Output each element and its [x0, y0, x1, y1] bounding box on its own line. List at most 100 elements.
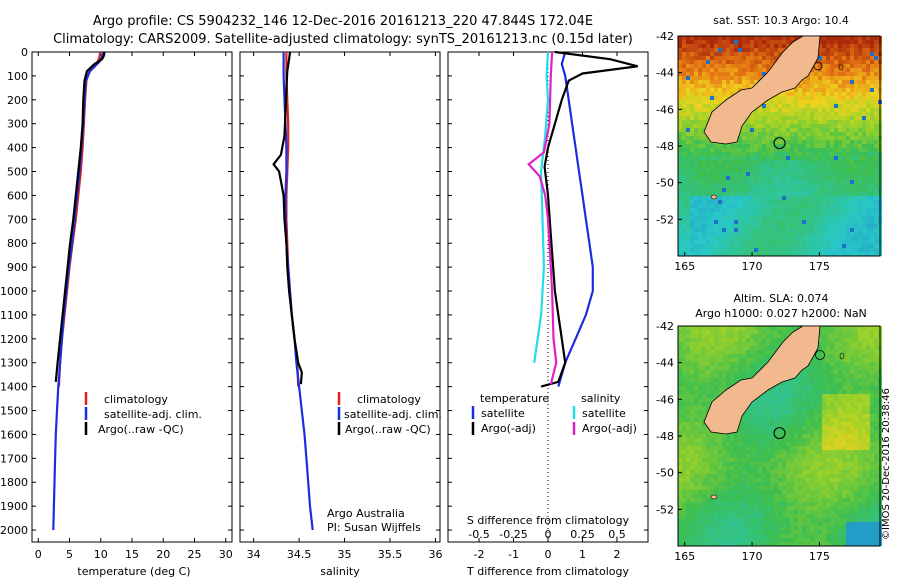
sla-cell	[866, 374, 870, 378]
sst-cell	[842, 196, 846, 200]
sst-cell	[782, 36, 786, 40]
sst-cell	[746, 164, 750, 168]
sla-cell	[778, 410, 782, 414]
sst-cell	[714, 188, 718, 192]
sst-cell	[774, 248, 778, 252]
sla-cell	[866, 370, 870, 374]
sla-cell	[726, 334, 730, 338]
sst-cell	[694, 108, 698, 112]
sst-cell	[870, 84, 874, 88]
sla-cell	[862, 350, 866, 354]
sst-cell	[818, 188, 822, 192]
sla-cell	[698, 394, 702, 398]
sst-cell	[834, 52, 838, 56]
sst-cell	[790, 168, 794, 172]
sla-cell	[750, 418, 754, 422]
sla-cell	[858, 398, 862, 402]
sst-cell	[830, 208, 834, 212]
sst-cell	[810, 88, 814, 92]
sst-cell	[854, 224, 858, 228]
sst-cell	[734, 168, 738, 172]
sst-cell	[814, 68, 818, 72]
sla-cell	[806, 406, 810, 410]
sla-cell	[826, 390, 830, 394]
sla-cell	[834, 450, 838, 454]
sst-cell	[874, 148, 878, 152]
sst-cell	[842, 144, 846, 148]
sla-cell	[686, 370, 690, 374]
sst-cell	[762, 108, 766, 112]
sst-cell	[786, 104, 790, 108]
sla-cell	[702, 410, 706, 414]
sst-cell	[706, 168, 710, 172]
sst-cell	[714, 204, 718, 208]
sla-cell	[766, 350, 770, 354]
sst-cell	[806, 128, 810, 132]
sst-cell	[806, 96, 810, 100]
sst-cell	[814, 152, 818, 156]
sla-cell	[710, 374, 714, 378]
sst-cell	[822, 116, 826, 120]
sla-cell	[738, 326, 742, 330]
sst-cell	[850, 144, 854, 148]
sst-cell	[738, 152, 742, 156]
sst-cell	[746, 160, 750, 164]
sst-cell	[730, 168, 734, 172]
sst-cell	[758, 112, 762, 116]
sst-cell	[858, 76, 862, 80]
sst-cell	[866, 104, 870, 108]
sla-cell	[822, 362, 826, 366]
sst-cell	[722, 60, 726, 64]
sla-cell	[678, 378, 682, 382]
sst-cell	[830, 40, 834, 44]
sst-cell	[858, 248, 862, 252]
sla-cell	[802, 446, 806, 450]
sst-cell	[698, 56, 702, 60]
sla-cell	[770, 406, 774, 410]
sst-cell	[782, 160, 786, 164]
sla-cell	[678, 462, 682, 466]
sst-cell	[698, 236, 702, 240]
sst-cell	[686, 48, 690, 52]
stewart-island-islet	[710, 194, 718, 200]
sla-cell	[726, 370, 730, 374]
sst-cell	[846, 248, 850, 252]
sst-cell	[774, 52, 778, 56]
sst-cell	[766, 240, 770, 244]
sst-cell	[818, 72, 822, 76]
sst-cell	[746, 152, 750, 156]
sla-cell	[766, 446, 770, 450]
sst-cell	[690, 224, 694, 228]
sla-cell	[822, 330, 826, 334]
sla-cell	[706, 330, 710, 334]
sst-cell	[718, 100, 722, 104]
temperature-legend: climatology satellite-adj. clim. Argo(..…	[84, 392, 202, 436]
sla-cell	[866, 338, 870, 342]
sla-cell	[822, 426, 826, 430]
sst-cell	[690, 108, 694, 112]
sla-cell	[766, 418, 770, 422]
sst-cell	[806, 204, 810, 208]
sla-cell	[846, 370, 850, 374]
sst-cell	[734, 188, 738, 192]
sst-cell	[806, 164, 810, 168]
sst-cell	[754, 80, 758, 84]
sst-cell	[826, 140, 830, 144]
sla-cell	[690, 398, 694, 402]
sst-cell	[830, 180, 834, 184]
sst-cell	[866, 180, 870, 184]
sla-cell	[842, 386, 846, 390]
sst-cell	[734, 84, 738, 88]
sla-cell	[766, 422, 770, 426]
sla-cell	[810, 398, 814, 402]
sla-cell	[858, 434, 862, 438]
sst-cell	[758, 244, 762, 248]
sst-cell	[694, 200, 698, 204]
sst-cell	[690, 156, 694, 160]
sst-cell	[678, 100, 682, 104]
sla-cell	[866, 414, 870, 418]
sst-cell	[834, 40, 838, 44]
sla-cell	[766, 410, 770, 414]
sst-cell	[854, 148, 858, 152]
sla-cell	[862, 426, 866, 430]
